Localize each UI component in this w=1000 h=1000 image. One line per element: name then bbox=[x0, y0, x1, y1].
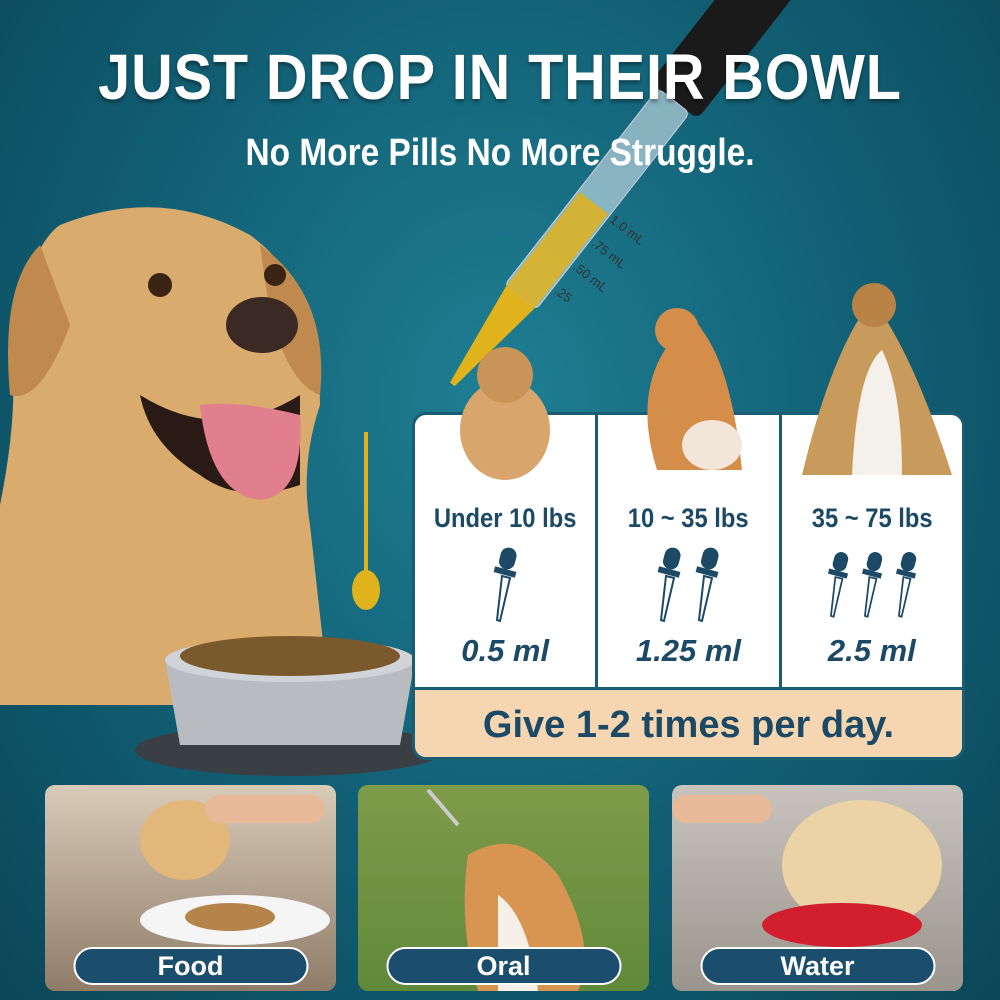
food-bowl-photo bbox=[135, 636, 445, 776]
dosage-column-small: Under 10 lbs 0.5 ml bbox=[415, 415, 599, 687]
weight-label: 35 ~ 75 lbs bbox=[811, 503, 933, 533]
method-card-oral: Oral bbox=[358, 785, 649, 991]
dose-amount: 2.5 ml bbox=[827, 633, 916, 668]
page-subtitle: No More Pills No More Struggle. bbox=[245, 132, 755, 174]
dropper-icon bbox=[895, 551, 917, 618]
dropper-icon bbox=[861, 551, 883, 618]
dropper-icons bbox=[598, 545, 778, 625]
dropper-mark: 1.0 mL bbox=[607, 212, 648, 248]
method-card-food: Food bbox=[45, 785, 336, 991]
dropper-icons bbox=[415, 545, 595, 625]
dog-size-photos bbox=[460, 283, 952, 480]
food-method-photo bbox=[140, 795, 330, 945]
dropper-icon bbox=[658, 547, 682, 623]
method-label: Food bbox=[73, 947, 308, 985]
dose-amount: 1.25 ml bbox=[635, 633, 742, 668]
dose-amount: 0.5 ml bbox=[461, 633, 550, 668]
dropper-icons bbox=[782, 545, 962, 625]
dropper-mark: .75 mL bbox=[589, 235, 630, 271]
dropper-icon bbox=[493, 547, 517, 623]
dropper-icon bbox=[696, 547, 720, 623]
dosage-column-large: 35 ~ 75 lbs 2.5 ml bbox=[782, 415, 962, 687]
dosage-column-medium: 10 ~ 35 lbs 1.25 ml bbox=[598, 415, 782, 687]
page-title: JUST DROP IN THEIR BOWL bbox=[98, 41, 902, 113]
frequency-banner: Give 1-2 times per day. bbox=[415, 687, 962, 757]
method-label: Water bbox=[700, 947, 935, 985]
labrador-photo bbox=[0, 207, 330, 705]
water-method-photo bbox=[672, 795, 942, 947]
weight-label: 10 ~ 35 lbs bbox=[628, 503, 749, 533]
dropper-illustration: 1.0 mL .75 mL .50 mL .25 bbox=[352, 0, 812, 610]
method-card-water: Water bbox=[672, 785, 963, 991]
weight-label: Under 10 lbs bbox=[433, 503, 577, 533]
dropper-icon bbox=[827, 551, 849, 618]
method-label: Oral bbox=[386, 947, 621, 985]
